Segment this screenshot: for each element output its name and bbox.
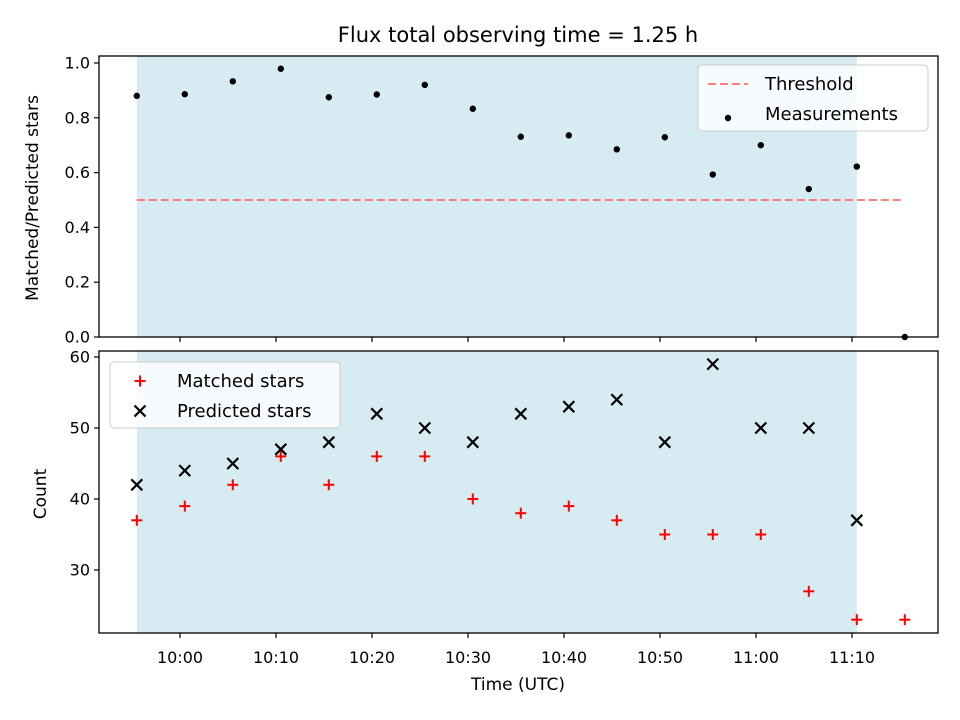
predicted-stars-point	[850, 514, 864, 527]
x-axis-label: Time (UTC)	[470, 675, 565, 695]
predicted-stars-point	[610, 393, 624, 406]
chart-title: Flux total observing time = 1.25 h	[338, 23, 698, 47]
predicted-stars-point	[370, 407, 384, 421]
axes-frame	[98, 55, 939, 338]
matched-stars-point	[467, 493, 479, 505]
top-panel: 0.0 0.2 0.4 0.6 0.8 1.0 Matched/Predicted star…	[23, 54, 939, 347]
matched-stars-point	[515, 507, 527, 519]
predicted-stars-point	[754, 421, 768, 435]
x-tick-label: 11:00	[733, 648, 779, 667]
y-tick-label: 0.2	[65, 273, 90, 292]
y-tick-label: 50	[70, 419, 90, 438]
x-tick-label: 10:10	[253, 648, 299, 667]
predicted-stars-point	[802, 421, 816, 435]
x-tick-label: 11:10	[829, 648, 875, 667]
legend: Threshold Measurements	[697, 64, 929, 132]
measurement-point	[709, 171, 716, 178]
y-tick-label: 30	[70, 561, 90, 580]
legend-label: Predicted stars	[177, 401, 311, 422]
measurement-point	[421, 81, 428, 89]
x-tick-label: 10:30	[445, 648, 491, 667]
x-tick-label: 10:50	[637, 648, 683, 667]
predicted-stars-point	[178, 464, 192, 477]
legend-label: Measurements	[765, 104, 898, 125]
predicted-stars-point	[418, 421, 432, 435]
matched-stars-point	[227, 479, 239, 491]
y-tick-label: 0.8	[65, 108, 90, 127]
legend-label: Threshold	[764, 74, 854, 95]
legend-matched-swatch	[134, 375, 146, 387]
matched-stars-point	[851, 614, 863, 626]
matched-stars-point	[323, 479, 335, 491]
y-tick-label: 40	[70, 490, 90, 509]
y-axis-label: Matched/Predicted stars	[23, 95, 43, 301]
y-tick-label: 60	[70, 348, 90, 367]
x-tick-label: 10:00	[157, 648, 203, 667]
measurement-point	[181, 91, 188, 98]
predicted-stars-point	[130, 478, 144, 492]
matched-stars-point	[371, 450, 383, 462]
measurement-point	[757, 142, 764, 149]
y-tick-label: 1.0	[65, 54, 90, 73]
measurement-point	[469, 105, 476, 112]
predicted-stars-point	[706, 357, 720, 371]
x-tick-label: 10:40	[541, 648, 587, 667]
matched-stars-point	[179, 500, 191, 512]
y-tick-label: 0.0	[65, 328, 90, 347]
matched-stars-point	[707, 529, 719, 540]
matched-stars-point	[611, 514, 623, 526]
legend-predicted-swatch	[133, 404, 147, 418]
measurement-point	[277, 65, 284, 72]
measurement-point	[805, 185, 812, 193]
matched-stars-point	[131, 514, 143, 526]
measurement-point	[517, 133, 524, 140]
x-tick-label: 10:20	[349, 648, 395, 667]
measurement-point	[229, 78, 236, 85]
y-tick-label: 0.4	[65, 218, 90, 237]
matched-stars-point	[419, 450, 431, 462]
matched-stars-point	[803, 585, 815, 597]
measurement-point	[373, 91, 380, 98]
predicted-stars-point	[658, 435, 672, 449]
measurement-point	[325, 94, 332, 101]
matched-stars-point	[563, 500, 575, 512]
predicted-stars-point	[226, 457, 240, 470]
predicted-stars-point	[274, 443, 288, 456]
matched-stars-point	[899, 614, 911, 626]
bottom-panel: 30 40 50 60 10:00 10:10 10:20 10:30 10:40 10:50 11…	[31, 348, 939, 667]
measurement-point	[661, 134, 668, 141]
measurement-point	[565, 132, 572, 139]
matched-stars-point	[755, 529, 767, 540]
measurement-point	[133, 92, 140, 100]
predicted-stars-point	[514, 407, 528, 421]
legend: Matched stars Predicted stars	[109, 361, 341, 429]
axes-frame	[98, 350, 939, 634]
legend-measurement-swatch	[724, 114, 732, 122]
legend-label: Matched stars	[177, 371, 304, 392]
y-tick-label: 0.6	[65, 163, 90, 182]
predicted-stars-point	[466, 435, 480, 449]
measurement-point	[613, 146, 620, 153]
measurement-point	[853, 163, 860, 170]
predicted-stars-point	[562, 400, 576, 413]
legend-box	[109, 361, 341, 429]
y-axis-label: Count	[31, 468, 51, 519]
matched-stars-point	[659, 529, 671, 540]
legend-box	[697, 64, 929, 132]
predicted-stars-point	[322, 435, 336, 449]
matched-stars-point	[275, 450, 287, 462]
